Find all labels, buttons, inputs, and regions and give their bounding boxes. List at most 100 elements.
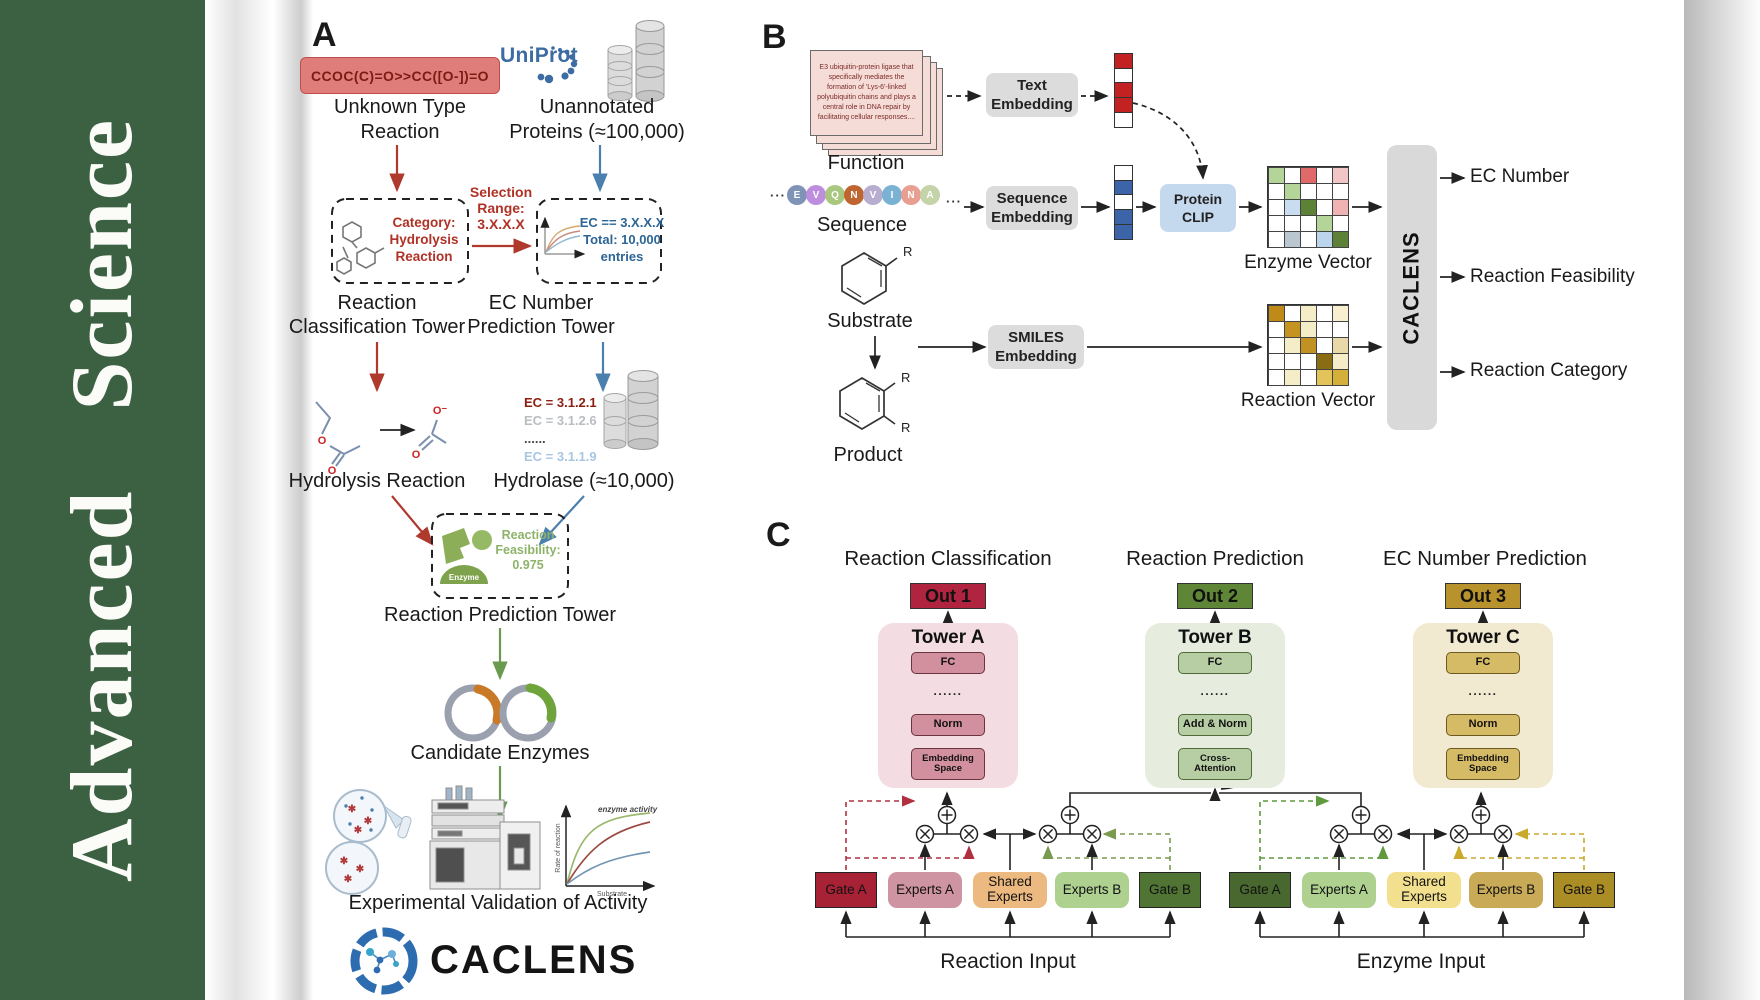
svg-text:O: O xyxy=(328,465,337,477)
tower-c-embedding: Embedding Space xyxy=(1446,748,1520,780)
residue-I: I xyxy=(882,185,902,205)
uniprot-logo: UniProt xyxy=(500,44,578,67)
feasibility-line2: Feasibility: xyxy=(495,543,561,557)
matrix-cell xyxy=(1331,352,1349,370)
petri-dish-icon: ✱✱✱ ✱✱✱ xyxy=(325,789,412,895)
sequence-embedding-box: Sequence Embedding xyxy=(986,186,1078,230)
multiply-icon xyxy=(1373,824,1393,844)
category-line1: Category: xyxy=(392,215,456,230)
matrix-cell xyxy=(1299,352,1317,370)
add-icon xyxy=(1060,805,1080,825)
candidate-enzymes-label: Candidate Enzymes xyxy=(410,742,590,764)
panel-a-label: A xyxy=(312,16,337,54)
tower-c-title: Tower C xyxy=(1446,627,1520,648)
text-embedding-vector xyxy=(1114,52,1133,129)
tower-a-embedding: Embedding Space xyxy=(911,748,985,780)
matrix-cell xyxy=(1267,214,1285,232)
unknown-type-line1: Unknown Type xyxy=(334,96,466,118)
matrix-cell xyxy=(1267,320,1285,338)
matrix-cell xyxy=(1283,304,1301,322)
matrix-cell xyxy=(1299,320,1317,338)
matrix-cell xyxy=(1283,352,1301,370)
sequence-embedding-vector xyxy=(1114,164,1133,241)
vector-cell xyxy=(1114,52,1133,69)
hydrolysis-label: Hydrolysis Reaction xyxy=(288,470,466,492)
r-group-label2: R xyxy=(901,370,910,385)
database-icon-2 xyxy=(603,370,659,450)
matrix-cell xyxy=(1283,230,1301,248)
svg-text:O: O xyxy=(412,449,421,461)
caclens-model-bar: CACLENS xyxy=(1387,145,1437,430)
plot-xlabel: Substrate xyxy=(597,891,627,898)
ec-tower-line1: EC Number xyxy=(488,292,594,314)
reaction-input-label: Reaction Input xyxy=(940,950,1076,973)
sequence-embedding-line1: Sequence xyxy=(996,190,1068,207)
tower-a-norm: Norm xyxy=(911,714,985,736)
matrix-cell xyxy=(1315,214,1333,232)
vector-cell xyxy=(1114,97,1133,114)
tower-c-container: Tower C FC ...... Norm Embedding Space xyxy=(1413,623,1553,788)
tower-c-dots: ...... xyxy=(1468,684,1498,698)
page-edge-shadow-right xyxy=(1684,0,1760,1000)
vector-cell xyxy=(1114,164,1133,181)
matrix-cell xyxy=(1315,368,1333,386)
matrix-cell xyxy=(1267,166,1285,184)
matrix-cell xyxy=(1315,230,1333,248)
panel-b-label: B xyxy=(762,18,787,56)
matrix-cell xyxy=(1267,304,1285,322)
heading-reaction-prediction: Reaction Prediction xyxy=(1126,547,1304,570)
matrix-cell xyxy=(1267,182,1285,200)
acetate-molecule-icon: O⁻ O xyxy=(412,405,448,461)
smiles-reaction-box: CCOC(C)=O>>CC([O-])=O xyxy=(300,57,500,94)
arrow-diag-blue xyxy=(538,495,585,546)
reaction-vector-label: Reaction Vector xyxy=(1240,390,1376,411)
matrix-cell xyxy=(1315,336,1333,354)
vector-cell xyxy=(1114,224,1133,241)
moe-shared-experts-enzyme: Shared Experts xyxy=(1387,872,1461,908)
arrow-diag-red xyxy=(391,495,434,546)
matrix-cell xyxy=(1267,198,1285,216)
substrate-label: Substrate xyxy=(827,310,913,332)
residue-E: E xyxy=(787,185,807,205)
matrix-cell xyxy=(1267,230,1285,248)
multiply-icon xyxy=(1329,824,1349,844)
matrix-cell xyxy=(1331,304,1349,322)
tower-b-title: Tower B xyxy=(1178,627,1252,648)
residue-N: N xyxy=(844,185,864,205)
uniprot-dots-icon xyxy=(537,46,578,84)
moe-shared-experts-reaction: Shared Experts xyxy=(973,872,1047,908)
svg-text:O: O xyxy=(318,435,327,447)
reaction-vector-matrix xyxy=(1267,304,1349,386)
svg-text:✱: ✱ xyxy=(344,874,353,885)
matrix-cell xyxy=(1315,304,1333,322)
multiply-icon xyxy=(1493,824,1513,844)
journal-sidebar: Advanced Science xyxy=(0,0,205,1000)
page-edge-shadow-left xyxy=(205,0,273,1000)
residue-Q: Q xyxy=(825,185,845,205)
output-reaction-category: Reaction Category xyxy=(1470,360,1628,381)
enzyme-vector-label: Enzyme Vector xyxy=(1244,252,1372,273)
sequence-embedding-line2: Embedding xyxy=(991,209,1073,226)
tower-a-container: Tower A FC ...... Norm Embedding Space xyxy=(878,623,1018,788)
svg-text:✱: ✱ xyxy=(348,804,357,815)
protein-clip-box: Protein CLIP xyxy=(1160,184,1236,232)
page-edge-shadow-left2 xyxy=(273,0,313,1000)
matrix-cell xyxy=(1283,214,1301,232)
svg-text:✱: ✱ xyxy=(356,864,365,875)
matrix-cell xyxy=(1299,198,1317,216)
matrix-cell xyxy=(1331,320,1349,338)
vector-cell xyxy=(1114,179,1133,196)
substrate-molecule-icon xyxy=(841,252,898,305)
vector-cell xyxy=(1114,67,1133,84)
heading-reaction-classification: Reaction Classification xyxy=(844,547,1052,570)
matrix-cell xyxy=(1315,320,1333,338)
caclens-wordmark: CACLENS xyxy=(430,938,638,982)
sequence-label: Sequence xyxy=(816,214,908,236)
multiply-icon xyxy=(1449,824,1469,844)
enzyme-badge-label: Enzyme xyxy=(449,573,480,582)
multiply-icon xyxy=(1038,824,1058,844)
text-embedding-line1: Text xyxy=(1017,77,1047,94)
vector-cell xyxy=(1114,82,1133,99)
tower-b-crossattention: Cross-Attention xyxy=(1178,748,1252,780)
